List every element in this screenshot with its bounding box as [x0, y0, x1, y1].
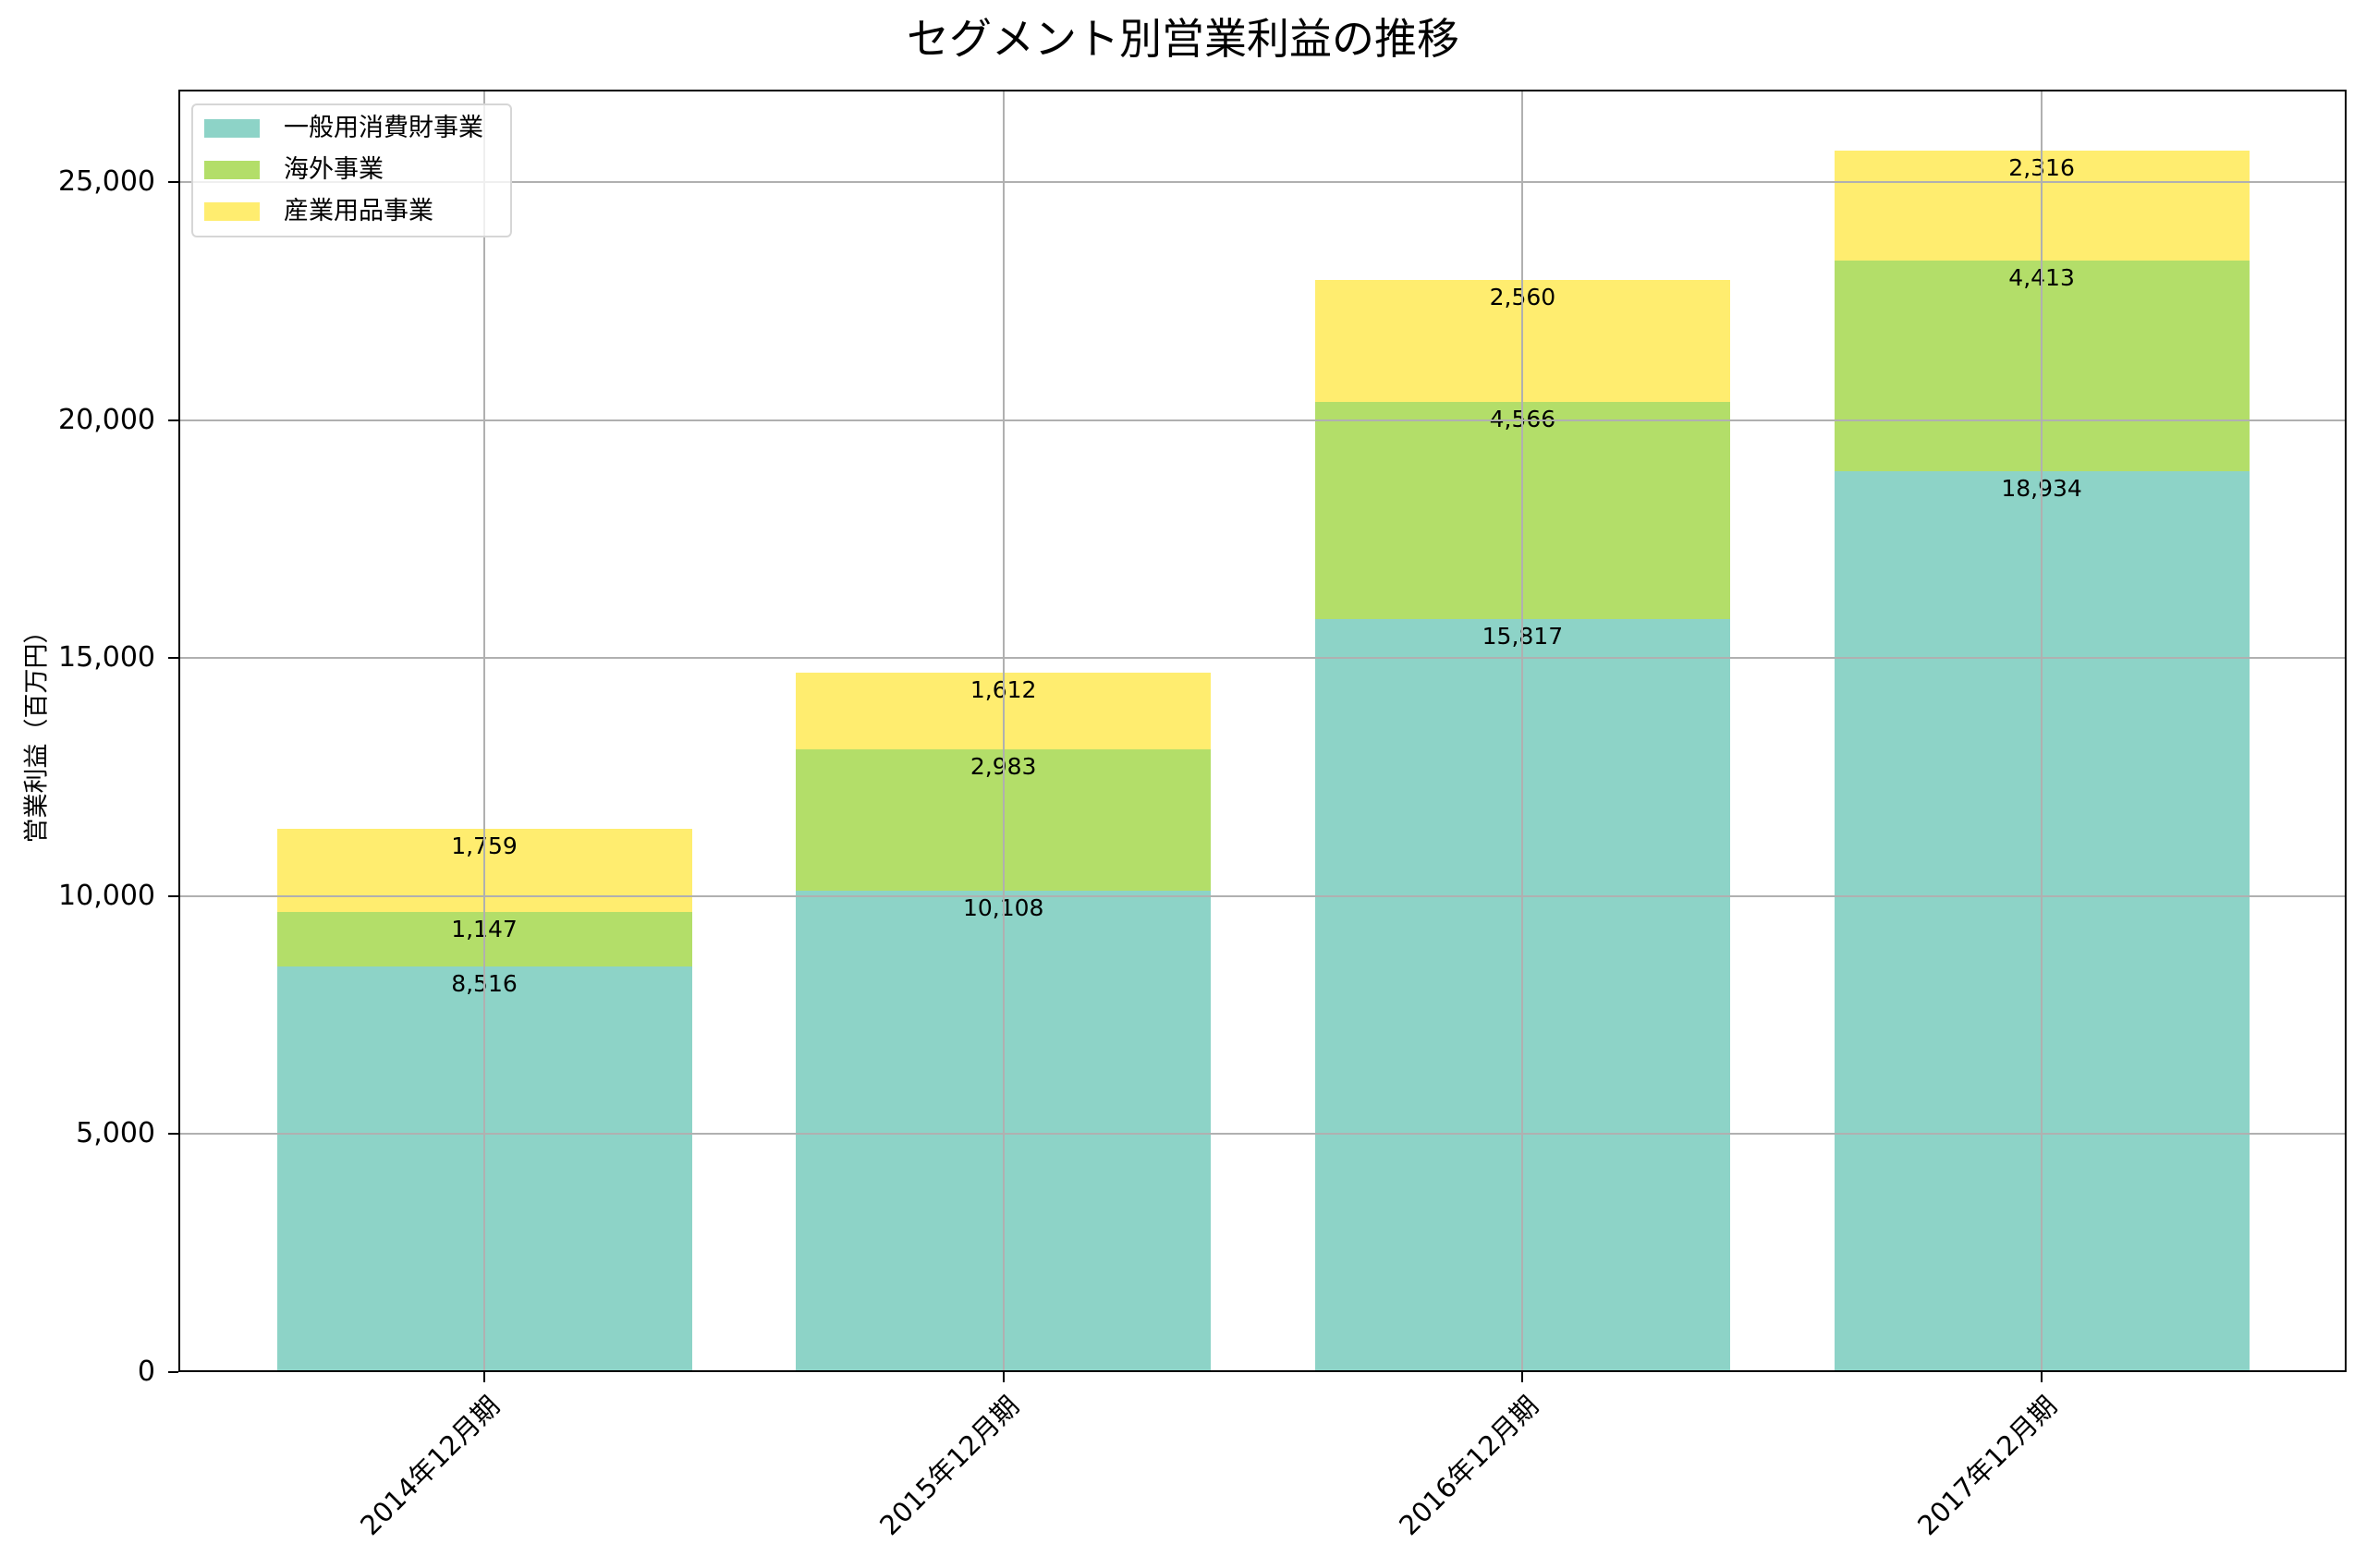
legend-swatch: [204, 202, 260, 221]
y-tick-label: 20,000: [58, 403, 155, 436]
vertical-gridline: [1521, 90, 1524, 1372]
tick-mark: [2041, 1372, 2043, 1382]
horizontal-gridline: [178, 1133, 2347, 1136]
tick-mark: [483, 1372, 485, 1382]
tick-mark: [168, 419, 178, 421]
horizontal-gridline: [178, 894, 2347, 897]
tick-mark: [168, 1371, 178, 1373]
chart-title: セグメント別営業利益の推移: [907, 14, 1459, 64]
x-tick-label: 2014年12月期: [354, 1390, 506, 1542]
y-tick-label: 15,000: [58, 641, 155, 675]
horizontal-gridline: [178, 419, 2347, 421]
tick-mark: [168, 657, 178, 660]
x-tick-label: 2016年12月期: [1392, 1390, 1544, 1542]
tick-mark: [1002, 1372, 1005, 1382]
horizontal-gridline: [178, 181, 2347, 184]
vertical-gridline: [483, 90, 485, 1372]
y-tick-label: 5,000: [76, 1117, 155, 1150]
x-tick-label: 2017年12月期: [1911, 1390, 2064, 1542]
y-tick-label: 0: [137, 1355, 155, 1388]
tick-mark: [1521, 1372, 1524, 1382]
tick-mark: [168, 1133, 178, 1136]
legend-label: 一般用消費財事業: [284, 114, 483, 142]
legend: 一般用消費財事業 海外事業 産業用品事業: [191, 103, 512, 237]
plot-area: 一般用消費財事業 海外事業 産業用品事業 8,516 1,147 1,759 10,1…: [178, 90, 2347, 1372]
vertical-gridline: [1002, 90, 1005, 1372]
legend-label: 海外事業: [284, 155, 384, 184]
horizontal-gridline: [178, 657, 2347, 660]
legend-swatch: [204, 119, 260, 138]
x-tick-label: 2015年12月期: [873, 1390, 1026, 1542]
y-tick-label: 10,000: [58, 879, 155, 912]
y-axis-label: 営業利益（百万円）: [22, 618, 52, 844]
tick-mark: [168, 894, 178, 897]
legend-label: 産業用品事業: [284, 197, 433, 225]
vertical-gridline: [2041, 90, 2043, 1372]
tick-mark: [168, 181, 178, 184]
legend-swatch: [204, 161, 260, 179]
y-tick-label: 25,000: [58, 165, 155, 199]
